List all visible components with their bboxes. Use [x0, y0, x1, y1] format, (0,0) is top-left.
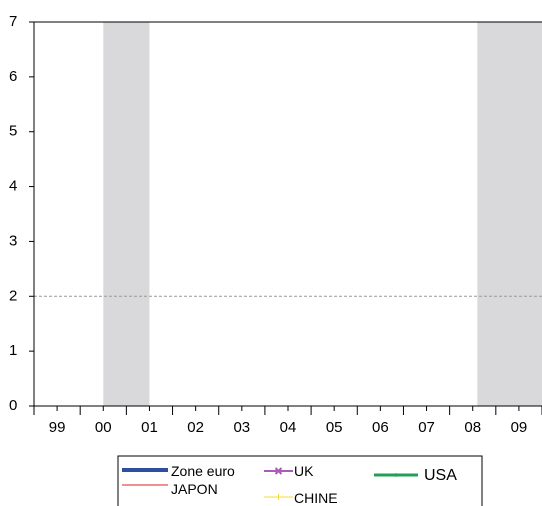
x-tick-label-00: 00 [95, 419, 112, 436]
x-tick-label-02: 02 [187, 419, 204, 436]
legend-label-japon: JAPON [171, 481, 218, 497]
y-axis: 0 1 2 3 4 5 6 7 [9, 13, 34, 414]
recession-shading [103, 22, 542, 406]
y-tick-label-5: 5 [9, 123, 17, 140]
y-tick-label-1: 1 [9, 342, 17, 359]
x-tick-label-05: 05 [326, 419, 343, 436]
legend-marker-usa [394, 473, 398, 477]
y-tick-label-4: 4 [9, 178, 17, 195]
legend: Zone euro UK USA JAPON CHINE [117, 455, 483, 506]
x-tick-label-09: 09 [511, 419, 528, 436]
y-tick-label-3: 3 [9, 232, 17, 249]
y-tick-label-6: 6 [9, 68, 17, 85]
legend-label-usa: USA [424, 467, 457, 484]
y-tick-label-0: 0 [9, 397, 17, 414]
legend-marker-uk [274, 467, 283, 475]
x-tick-label-01: 01 [141, 419, 158, 436]
x-tick-label-04: 04 [280, 419, 297, 436]
y-tick-label-7: 7 [9, 13, 17, 30]
x-tick-label-06: 06 [372, 419, 389, 436]
plot-frame [33, 21, 542, 407]
shaded-period-2 [477, 22, 542, 406]
shaded-period-1 [103, 22, 150, 406]
legend-box [117, 455, 483, 506]
legend-label-chine: CHINE [294, 490, 338, 506]
legend-label-zone-euro: Zone euro [171, 463, 235, 479]
x-tick-label-03: 03 [233, 419, 250, 436]
y-tick-label-2: 2 [9, 287, 17, 304]
x-axis: 99 00 01 02 03 04 05 06 07 08 09 [33, 406, 542, 436]
x-tick-label-07: 07 [418, 419, 435, 436]
x-tick-label-99: 99 [49, 419, 66, 436]
x-tick-label-08: 08 [464, 419, 481, 436]
legend-label-uk: UK [294, 463, 314, 479]
legend-marker-chine [275, 494, 282, 500]
